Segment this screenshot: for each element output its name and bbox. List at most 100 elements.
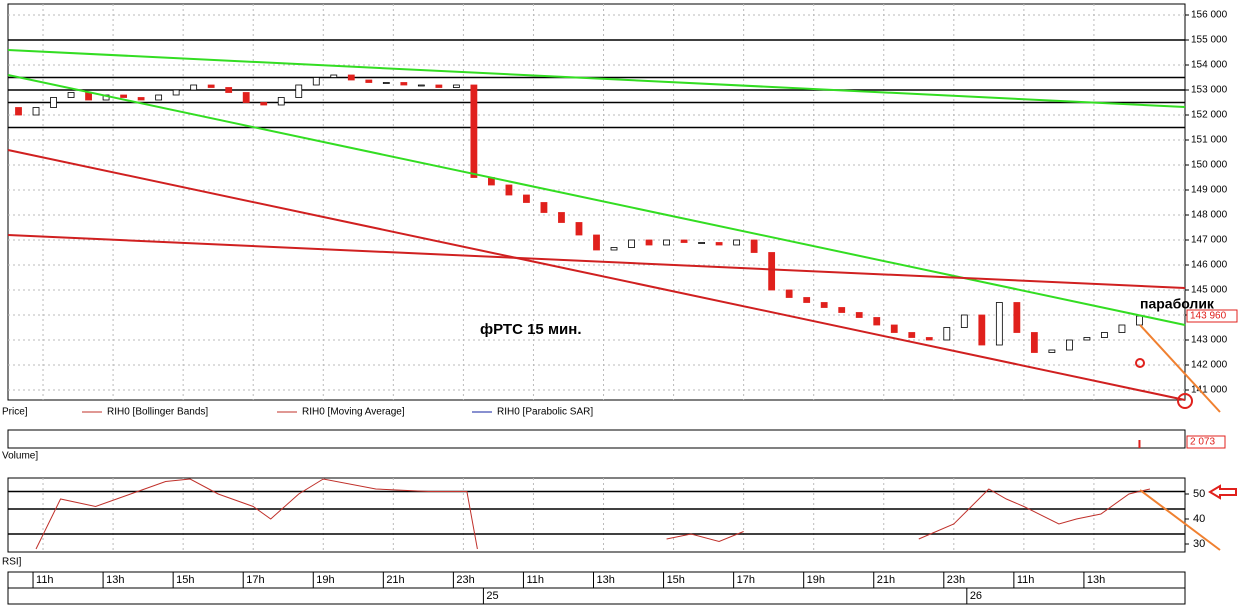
candle-body bbox=[382, 82, 390, 84]
candle-body bbox=[890, 324, 898, 333]
y-tick-label: 141 000 bbox=[1191, 385, 1228, 396]
candle-body bbox=[540, 202, 548, 213]
rsi-arrow bbox=[1208, 484, 1237, 500]
legend-label: RSI] bbox=[2, 557, 22, 568]
volume-label: 2 073 bbox=[1190, 437, 1215, 448]
x-tick-label: 17h bbox=[737, 574, 755, 586]
candle-body bbox=[715, 242, 723, 246]
volume-box bbox=[1186, 435, 1226, 449]
candle-body bbox=[1048, 349, 1056, 353]
x-tick-label: 13h bbox=[106, 574, 124, 586]
y-tick-label: 154 000 bbox=[1191, 60, 1228, 71]
last-price-label: 143 960 bbox=[1190, 311, 1227, 322]
candle-body bbox=[995, 302, 1003, 346]
rsi-line bbox=[35, 478, 1151, 550]
candle-body bbox=[803, 297, 811, 303]
candle-body bbox=[785, 289, 793, 298]
forecast-arrow bbox=[1139, 489, 1221, 551]
candle-body bbox=[575, 222, 583, 236]
candle-body bbox=[1118, 324, 1126, 333]
candle-body bbox=[400, 82, 408, 86]
legend-label: RIH0 [Parabolic SAR] bbox=[497, 407, 593, 418]
candle-body bbox=[330, 74, 338, 78]
volume-bar bbox=[1138, 440, 1141, 448]
annotation: фРТС 15 мин. bbox=[480, 321, 582, 338]
y-tick-label: 40 bbox=[1193, 513, 1205, 525]
x-tick-label: 11h bbox=[1017, 574, 1035, 586]
candle-body bbox=[470, 84, 478, 178]
candle-body bbox=[1101, 332, 1108, 338]
candle-body bbox=[820, 302, 828, 308]
candle-body bbox=[172, 89, 180, 96]
y-tick-label: 147 000 bbox=[1191, 235, 1228, 246]
y-tick-label: 143 000 bbox=[1191, 335, 1228, 346]
y-tick-label: 156 000 bbox=[1191, 10, 1228, 21]
marker-circle bbox=[1135, 358, 1145, 368]
candle-body bbox=[365, 79, 373, 83]
y-tick-label: 151 000 bbox=[1191, 135, 1228, 146]
x-tick-label: 21h bbox=[386, 574, 404, 586]
y-tick-label: 152 000 bbox=[1191, 110, 1228, 121]
y-tick-label: 155 000 bbox=[1191, 35, 1228, 46]
candle-body bbox=[978, 314, 986, 346]
candle-body bbox=[417, 84, 425, 87]
candle-body bbox=[943, 327, 951, 341]
x-tick-label: 23h bbox=[947, 574, 965, 586]
y-tick-label: 30 bbox=[1193, 538, 1205, 550]
y-tick-label: 150 000 bbox=[1191, 160, 1228, 171]
x-tick-label: 13h bbox=[597, 574, 615, 586]
candle-body bbox=[908, 332, 916, 338]
x-tick-label: 19h bbox=[316, 574, 334, 586]
y-tick-label: 149 000 bbox=[1191, 185, 1228, 196]
candle-body bbox=[1136, 315, 1143, 326]
trend-line bbox=[7, 74, 1186, 326]
x-tick-label: 15h bbox=[667, 574, 685, 586]
candle-body bbox=[120, 94, 127, 98]
candle-body bbox=[1066, 339, 1073, 351]
candle-body bbox=[452, 84, 460, 88]
x-tick-label: 17h bbox=[246, 574, 264, 586]
x-tick-label: 11h bbox=[526, 574, 544, 586]
candle-body bbox=[838, 307, 846, 313]
x-tick-label: 19h bbox=[807, 574, 825, 586]
candle-body bbox=[67, 92, 75, 98]
y-tick-label: 142 000 bbox=[1191, 360, 1228, 371]
candle-body bbox=[85, 92, 92, 101]
candle-body bbox=[260, 102, 268, 106]
candle-body bbox=[558, 212, 565, 223]
marker-circle bbox=[1177, 393, 1193, 409]
legend-label: RIH0 [Bollinger Bands] bbox=[107, 407, 208, 418]
candle-body bbox=[1030, 332, 1038, 353]
candle-body bbox=[680, 239, 688, 243]
candle-body bbox=[242, 92, 250, 103]
candle-body bbox=[925, 337, 933, 341]
volume-panel bbox=[7, 429, 1186, 449]
price-panel bbox=[7, 3, 1186, 401]
trend-line bbox=[7, 149, 1186, 401]
candle-body bbox=[768, 252, 776, 291]
candle-body bbox=[295, 84, 303, 98]
candle-body bbox=[347, 74, 355, 81]
candle-body bbox=[628, 239, 635, 248]
legend-label: Volume] bbox=[2, 451, 38, 462]
legend-label: Price] bbox=[2, 407, 28, 418]
candle-body bbox=[960, 314, 968, 328]
candle-body bbox=[593, 234, 600, 251]
x-tick-label: 13h bbox=[1087, 574, 1105, 586]
candle-body bbox=[1083, 337, 1091, 341]
rsi-panel bbox=[7, 477, 1186, 553]
candle-body bbox=[225, 87, 233, 93]
candle-body bbox=[15, 107, 22, 116]
candle-body bbox=[50, 97, 57, 108]
y-tick-label: 153 000 bbox=[1191, 85, 1228, 96]
candle-body bbox=[873, 317, 881, 326]
y-tick-label: 146 000 bbox=[1191, 260, 1228, 271]
candle-body bbox=[663, 239, 670, 246]
trend-line bbox=[7, 234, 1186, 289]
candle-body bbox=[610, 247, 618, 251]
candle-body bbox=[733, 239, 741, 246]
candle-body bbox=[645, 239, 653, 246]
x-tick-label: 15h bbox=[176, 574, 194, 586]
